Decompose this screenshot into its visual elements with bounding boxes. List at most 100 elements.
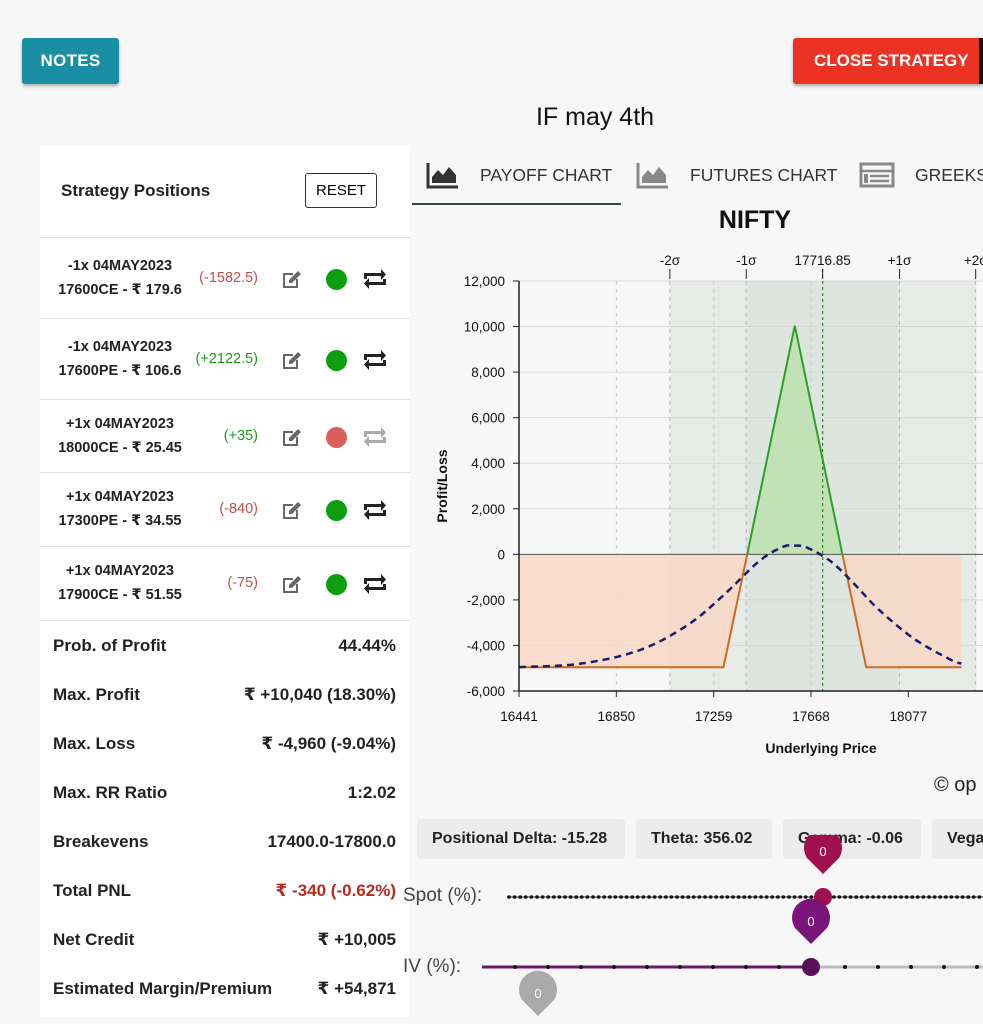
spot-slider-tick bbox=[557, 895, 562, 899]
spot-slider-tick bbox=[602, 895, 606, 899]
swap-icon[interactable] bbox=[361, 425, 389, 449]
stat-value: 1:2.02 bbox=[347, 783, 396, 802]
stat-value: ₹ +10,005 bbox=[317, 930, 396, 949]
position-row: -1x 04MAY2023 17600PE - ₹ 106.6 (+2122.5) bbox=[40, 319, 410, 400]
stat-label: Max. RR Ratio bbox=[53, 783, 168, 802]
spot-slider-tick bbox=[949, 895, 954, 899]
edit-icon[interactable] bbox=[280, 498, 304, 522]
spot-slider-tick bbox=[563, 895, 567, 899]
edit-icon[interactable] bbox=[280, 572, 304, 596]
position-line1: +1x 04MAY2023 bbox=[66, 415, 174, 432]
target-payoff-line bbox=[518, 543, 962, 669]
chart-title: NIFTY bbox=[719, 207, 792, 234]
stat-value: 44.44% bbox=[338, 636, 396, 655]
toggle-active-dot[interactable] bbox=[326, 426, 347, 448]
edit-icon[interactable] bbox=[280, 425, 304, 449]
stat-row: Total PNL ₹ -340 (-0.62%) bbox=[40, 866, 410, 915]
iv-slider-tick bbox=[744, 965, 748, 969]
toggle-active-dot[interactable] bbox=[326, 574, 347, 595]
spot-slider-tick bbox=[619, 895, 623, 899]
spot-slider-tick bbox=[580, 895, 584, 899]
notes-button[interactable]: NOTES bbox=[22, 38, 119, 84]
position-details: +1x 04MAY2023 17900CE - ₹ 51.55 bbox=[40, 559, 200, 607]
toggle-active-dot[interactable] bbox=[326, 500, 347, 521]
close-strategy-button[interactable]: CLOSE STRATEGY bbox=[793, 38, 983, 84]
spot-slider-tick bbox=[636, 895, 640, 899]
spot-slider-tick bbox=[608, 895, 612, 899]
positions-title: Strategy Positions bbox=[61, 181, 211, 200]
position-line2: 17900CE - ₹ 51.55 bbox=[58, 587, 182, 603]
y-tick-label: 12,000 bbox=[464, 274, 505, 289]
stat-row: Max. Profit ₹ +10,040 (18.30%) bbox=[40, 670, 410, 719]
tab-label: GREEKS bbox=[915, 164, 983, 185]
spot-slider-tick bbox=[770, 895, 774, 899]
spot-slider-tick bbox=[753, 895, 758, 899]
spot-slider-tick bbox=[540, 895, 545, 899]
position-pnl: (-840) bbox=[219, 501, 258, 517]
spot-slider-tick bbox=[910, 895, 914, 899]
spot-slider-tick bbox=[893, 895, 898, 899]
position-line1: -1x 04MAY2023 bbox=[67, 257, 173, 274]
iv-slider-tick bbox=[645, 965, 649, 969]
loss-area bbox=[519, 554, 962, 668]
stat-row: Max. Loss ₹ -4,960 (-9.04%) bbox=[40, 719, 410, 768]
tab-futures-chart[interactable]: FUTURES CHART bbox=[636, 145, 837, 205]
spot-slider-tick bbox=[977, 895, 982, 899]
swap-icon[interactable] bbox=[361, 267, 389, 291]
iv-slider-thumb[interactable] bbox=[802, 958, 820, 976]
toggle-active-dot[interactable] bbox=[326, 268, 347, 290]
positions-header: Strategy Positions RESET bbox=[40, 145, 410, 238]
active-tab-indicator bbox=[412, 203, 621, 205]
y-tick-label: 0 bbox=[497, 547, 505, 562]
iv-slider-tick bbox=[876, 965, 880, 969]
spot-slider-tick bbox=[742, 895, 746, 899]
slider-value-pin bbox=[792, 898, 830, 944]
payoff-profit-line bbox=[746, 325, 844, 555]
spot-slider-tick bbox=[888, 895, 892, 899]
position-line2: 18000CE - ₹ 25.45 bbox=[58, 439, 182, 456]
sigma-label: -2σ bbox=[660, 253, 681, 268]
x-tick-label: 17668 bbox=[792, 709, 830, 724]
y-tick-label: -4,000 bbox=[467, 638, 505, 653]
spot-slider-tick bbox=[904, 895, 909, 899]
stat-row: Estimated Margin/Premium ₹ +54,871 bbox=[40, 964, 410, 1013]
strategy-positions-panel: Strategy Positions RESET -1x 04MAY2023 17… bbox=[40, 145, 410, 1017]
position-row: -1x 04MAY2023 17600CE - ₹ 179.6 (-1582.5) bbox=[40, 238, 410, 319]
position-details: -1x 04MAY2023 17600PE - ₹ 106.6 bbox=[40, 335, 200, 383]
spot-slider-tick bbox=[507, 895, 511, 899]
sigma-label: +1σ bbox=[888, 253, 912, 268]
toggle-active-dot[interactable] bbox=[326, 349, 347, 371]
iv-slider-tick bbox=[711, 965, 715, 969]
spot-slider-tick bbox=[591, 895, 595, 899]
iv-slider-tick bbox=[678, 965, 682, 969]
stat-value: 17400.0-17800.0 bbox=[267, 832, 396, 851]
spot-slider-tick bbox=[585, 895, 590, 899]
swap-icon[interactable] bbox=[361, 498, 389, 522]
slider-value-pin bbox=[519, 970, 557, 1016]
chart-tabs: PAYOFF CHART FUTURES CHART GREEKS bbox=[412, 145, 983, 207]
spot-slider-tick bbox=[512, 895, 517, 899]
slider-value-text: 0 bbox=[819, 844, 826, 859]
swap-icon[interactable] bbox=[361, 572, 389, 596]
x-tick-label: 18077 bbox=[890, 709, 928, 724]
stat-label: Net Credit bbox=[53, 930, 135, 949]
tab-payoff-chart[interactable]: PAYOFF CHART bbox=[426, 145, 612, 205]
x-tick-label: 16441 bbox=[500, 709, 538, 724]
spot-slider-tick bbox=[860, 895, 864, 899]
iv-slider-tick bbox=[612, 965, 616, 969]
swap-icon[interactable] bbox=[361, 348, 389, 372]
spot-slider-tick bbox=[652, 895, 657, 899]
spot-slider-tick bbox=[574, 895, 578, 899]
iv-slider-tick bbox=[843, 965, 847, 969]
payoff-chart: -6,000 -4,000 -2,000 0 2,000 4,000 6,000 8,000 1… bbox=[412, 206, 983, 807]
iv-slider-tick bbox=[579, 965, 583, 969]
copyright-text: © op bbox=[934, 774, 977, 796]
greek-delta: Positional Delta: -15.28 bbox=[417, 819, 625, 859]
stat-value: ₹ -340 (-0.62%) bbox=[275, 881, 397, 900]
reset-button[interactable]: RESET bbox=[305, 173, 377, 208]
edit-icon[interactable] bbox=[280, 348, 304, 372]
y-tick-label: -2,000 bbox=[467, 593, 505, 608]
sigma-label: +2σ bbox=[964, 253, 983, 268]
tab-greeks[interactable]: GREEKS bbox=[859, 145, 983, 205]
edit-icon[interactable] bbox=[280, 267, 304, 291]
